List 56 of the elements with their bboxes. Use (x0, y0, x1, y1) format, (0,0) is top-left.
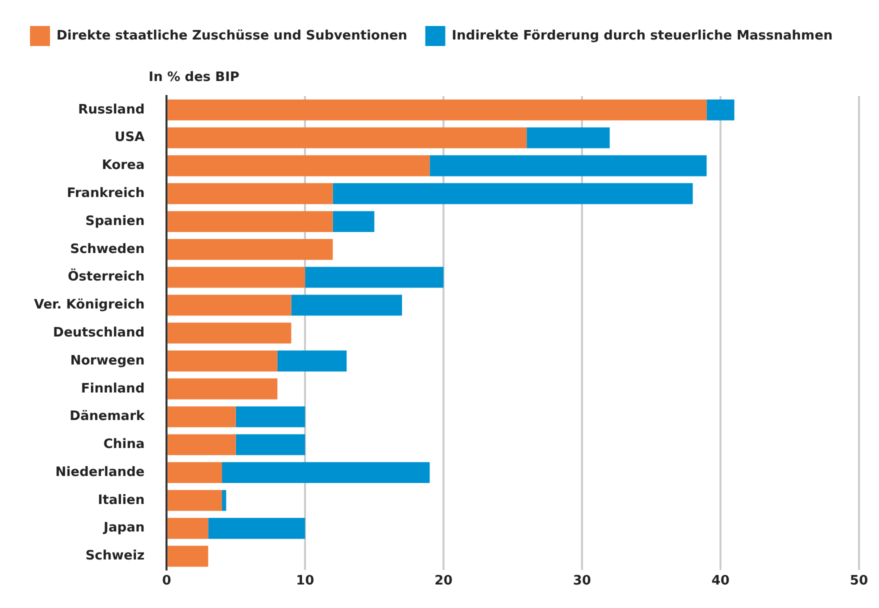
y-tick-label: Korea (102, 158, 145, 174)
bar (332, 211, 374, 232)
bar (168, 378, 278, 400)
y-tick-label: Niederlande (55, 464, 145, 480)
bar (168, 490, 222, 511)
legend-label: Indirekte Förderung durch steuerliche Massnahmen (452, 28, 833, 44)
bar (168, 238, 333, 260)
y-tick-label: Deutschland (53, 325, 145, 340)
x-tick-label: 0 (162, 573, 172, 588)
y-tick-label: Dänemark (70, 409, 145, 424)
legend-label: Direkte staatliche Zuschüsse und Subventionen (56, 28, 408, 44)
bar (430, 155, 707, 176)
bar (168, 294, 292, 316)
bar (236, 406, 306, 428)
y-tick-label: Russland (78, 102, 145, 118)
bar (222, 490, 226, 511)
bar (168, 434, 236, 456)
bar (236, 434, 306, 456)
y-tick-label: USA (114, 130, 145, 146)
y-tick-label: Spanien (85, 214, 145, 229)
bar (208, 518, 306, 539)
bar (706, 99, 734, 120)
y-tick-label: Japan (102, 520, 145, 536)
y-tick-label: Schweden (70, 242, 145, 257)
bar (305, 266, 444, 288)
bar (222, 462, 430, 484)
bar (168, 211, 333, 232)
bar (168, 322, 292, 344)
bar (168, 127, 527, 148)
bar (168, 462, 222, 484)
x-axis-title: In % des BIP (148, 70, 240, 85)
y-tick-label: China (103, 437, 145, 452)
bar (168, 183, 333, 204)
y-tick-label: Finnland (80, 381, 145, 396)
x-tick-label: 50 (850, 573, 868, 588)
y-tick-label: Österreich (68, 268, 145, 285)
y-tick-label: Italien (98, 492, 145, 508)
x-tick-label: 10 (296, 573, 314, 588)
y-tick-label: Ver. Königreich (34, 298, 145, 313)
x-tick-label: 20 (434, 573, 453, 588)
bar (332, 183, 693, 204)
bar (168, 406, 236, 428)
x-tick-label: 40 (711, 573, 730, 588)
x-tick-label: 30 (572, 573, 592, 588)
bar (526, 127, 610, 148)
bar (277, 350, 347, 372)
y-tick-label: Frankreich (66, 186, 145, 202)
bar (168, 518, 208, 539)
y-tick-label: Norwegen (70, 353, 145, 368)
bar (168, 99, 707, 120)
bar (168, 350, 278, 372)
bar (168, 155, 430, 176)
y-tick-label: Schweiz (85, 548, 145, 564)
bar (168, 546, 208, 567)
bar (291, 294, 402, 316)
bar (168, 266, 306, 288)
